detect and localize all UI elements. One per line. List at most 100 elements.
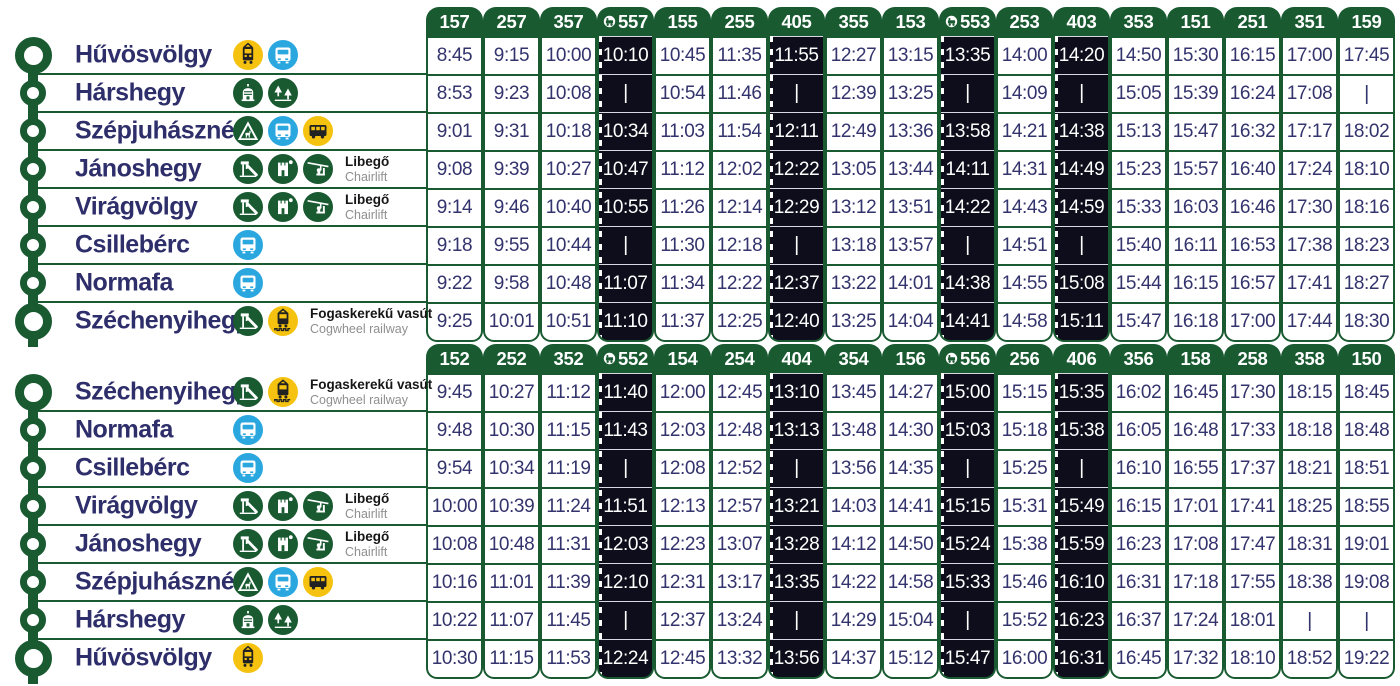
train-number-tab: 552 [597,344,654,373]
time-cell: 13:07 [713,525,766,563]
time-cell: 14:27 [884,373,937,411]
time-cell: 11:07 [485,601,538,639]
train-column-times: 18:45 18:48 18:51 18:55 19:01 19:08 | 19:22 [1338,373,1395,679]
train-column-times: 10:00 10:08 10:18 10:27 10:40 10:44 10:48 10:51 [540,36,597,342]
station-marker [20,118,46,144]
time-cell: 12:45 [713,373,766,411]
time-cell: 10:30 [485,411,538,449]
station-services [233,116,333,146]
time-cell: 10:22 [428,601,481,639]
train-column-times: 13:35 | 13:58 14:11 14:22 | 14:38 14:41 [939,36,996,342]
time-cell: 16:48 [1169,411,1222,449]
time-cell: 15:31 [998,487,1051,525]
time-cell: 11:31 [542,525,595,563]
time-cell: 11:51 [599,487,652,525]
bus-yellow-icon [303,567,333,597]
train-column: 150 18:45 18:48 18:51 18:55 19:01 19:08 | 19:22 [1338,344,1395,679]
train-column-times: 11:12 11:15 11:19 11:24 11:31 11:39 11:45 11:53 [540,373,597,679]
time-cell: 11:19 [542,449,595,487]
lookout-green-icon [268,192,298,222]
time-cell: 15:30 [1169,36,1222,74]
time-cell: 17:32 [1169,639,1222,677]
time-cell: 9:18 [428,226,481,264]
time-cell: 12:24 [599,639,652,677]
time-cell: 17:38 [1283,226,1336,264]
time-cell: 8:53 [428,74,481,112]
bus-yellow-icon [303,116,333,146]
time-cell: 9:22 [428,264,481,302]
time-cell: 13:35 [941,36,994,74]
time-cell: 11:55 [770,36,823,74]
time-cell: 12:03 [599,525,652,563]
station-services [233,567,333,597]
time-cell: 16:18 [1169,302,1222,340]
train-column: 354 13:45 13:48 13:56 14:03 14:12 14:22 14:29 14… [825,344,882,679]
time-cell: 15:15 [998,373,1051,411]
train-number-tab: 556 [939,344,996,373]
train-number: 151 [1180,10,1211,32]
train-number: 152 [439,347,470,369]
station-row: Hűvösvölgy [0,638,426,677]
time-cell: 12:27 [827,36,880,74]
train-number: 552 [618,347,648,369]
time-cell: 12:22 [713,264,766,302]
station-name: Jánoshegy [75,154,202,183]
station-name: Virágvölgy [75,491,198,520]
train-number: 153 [895,10,926,32]
time-cell: 11:30 [656,226,709,264]
time-cell: 15:33 [1112,188,1165,226]
train-number-tab: 557 [597,7,654,36]
train-column-times: 12:00 12:03 12:08 12:13 12:23 12:31 12:37 12:45 [654,373,711,679]
station-row: Normafa [0,263,426,302]
time-cell: 17:30 [1226,373,1279,411]
time-cell: 14:30 [884,411,937,449]
time-cell: 18:10 [1226,639,1279,677]
house-green-icon [233,116,263,146]
pass-through-marker: | [1340,74,1393,112]
time-cell: 11:54 [713,112,766,150]
time-cell: 12:52 [713,449,766,487]
station-marker [14,302,52,340]
time-cell: 14:50 [1112,36,1165,74]
station-services: Libegő Chairlift [233,491,389,521]
train-column-times: 9:45 9:48 9:54 10:00 10:08 10:16 10:22 10:30 [426,373,483,679]
time-cell: 16:24 [1226,74,1279,112]
time-cell: 14:59 [1055,188,1108,226]
station-services [233,453,263,483]
time-cell: 12:11 [770,112,823,150]
time-cell: 13:56 [770,639,823,677]
station-marker [20,156,46,182]
time-cell: 16:23 [1112,525,1165,563]
train-number-tab: 258 [1224,344,1281,373]
pass-through-marker: | [941,449,994,487]
time-cell: 10:40 [542,188,595,226]
train-number-tab: 152 [426,344,483,373]
time-cell: 17:44 [1283,302,1336,340]
time-cell: 11:46 [713,74,766,112]
playground-green-icon [233,491,263,521]
time-cell: 10:16 [428,563,481,601]
time-cell: 13:48 [827,411,880,449]
station-row: Szépjuhászné [0,111,426,150]
note-secondary: Chairlift [345,544,388,559]
train-column-times: 12:45 12:48 12:52 12:57 13:07 13:17 13:24 13:32 [711,373,768,679]
train-number-tab: 158 [1167,344,1224,373]
time-cell: 18:25 [1283,487,1336,525]
train-number: 403 [1066,10,1097,32]
train-column-times: 17:30 17:33 17:37 17:41 17:47 17:55 18:01 18:10 [1224,373,1281,679]
time-cell: 15:15 [941,487,994,525]
time-cell: 12:02 [713,150,766,188]
time-cell: 13:22 [827,264,880,302]
station-services: Fogaskerekű vasút Cogwheel railway [233,306,432,336]
cogwheel-note: Fogaskerekű vasút Cogwheel railway [310,377,432,406]
time-cell: 15:12 [884,639,937,677]
time-cell: 15:52 [998,601,1051,639]
time-cell: 17:17 [1283,112,1336,150]
time-cell: 10:27 [485,373,538,411]
station-name: Hűvösvölgy [75,643,212,672]
train-column-times: 13:10 13:13 | 13:21 13:28 13:35 | 13:56 [768,373,825,679]
time-cell: 11:01 [485,563,538,601]
train-number-tab: 352 [540,344,597,373]
time-cell: 12:18 [713,226,766,264]
